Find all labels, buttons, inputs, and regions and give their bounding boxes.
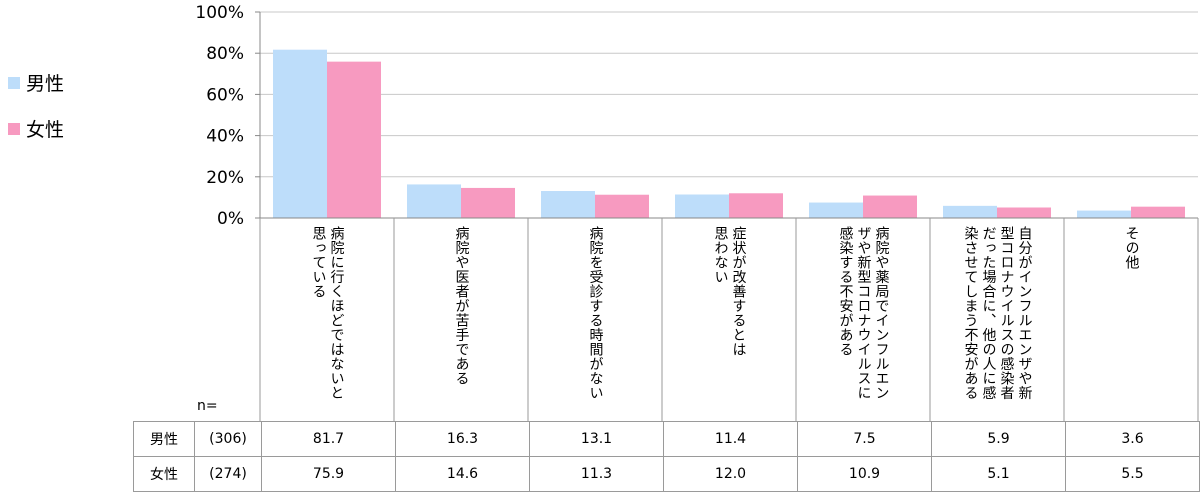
category-label-line: 染させてしまう不安がある xyxy=(962,226,979,400)
category-label-line: 思っている xyxy=(310,226,327,299)
legend-label-male: 男性 xyxy=(26,73,65,95)
bar-male xyxy=(943,205,997,218)
category-label-line: 型コロナウイルスの感染者 xyxy=(998,226,1015,400)
category-label-line: 病院や医者が苦手である xyxy=(453,226,470,386)
category-label-line: 病院や薬局でインフルエン xyxy=(873,226,890,400)
table-cell: 5.1 xyxy=(931,456,1066,492)
table-cell: 12.0 xyxy=(663,456,798,492)
bar-female xyxy=(863,195,917,218)
category-label-line: その他 xyxy=(1123,226,1140,270)
y-tick-label: 0% xyxy=(217,209,244,229)
legend-swatch-male xyxy=(8,76,20,89)
table-cell: 3.6 xyxy=(1065,421,1200,457)
bar-female xyxy=(595,194,649,218)
table-cell: 81.7 xyxy=(261,421,396,457)
table-row: 男性 (306) 81.7 16.3 13.1 11.4 7.5 5.9 3.6 xyxy=(133,421,1200,457)
data-table: 男性 (306) 81.7 16.3 13.1 11.4 7.5 5.9 3.6 女性 (274) 7… xyxy=(133,421,1200,492)
y-tick-label: 80% xyxy=(206,44,244,64)
bar-male xyxy=(675,194,729,218)
bar-male xyxy=(1077,210,1131,218)
category-label: 自分がインフルエンザや新 型コロナウイルスの感染者 だった場合に、他の人に感 染させて… xyxy=(930,226,1064,416)
bar-female xyxy=(461,187,515,218)
table-cell: 5.5 xyxy=(1065,456,1200,492)
bar-male xyxy=(407,184,461,218)
bars xyxy=(273,49,1185,219)
category-label: 病院を受診する時間がない xyxy=(528,226,662,416)
row-label: 男性 xyxy=(133,421,195,457)
category-label-line: 自分がインフルエンザや新 xyxy=(1016,226,1033,400)
bar-male xyxy=(273,49,327,218)
table-cell: 13.1 xyxy=(529,421,664,457)
category-label: 病院や医者が苦手である xyxy=(394,226,528,416)
table-cell: 5.9 xyxy=(931,421,1066,457)
legend-item-male: 男性 xyxy=(8,69,64,96)
legend-swatch-female xyxy=(8,122,20,135)
y-tick-label: 40% xyxy=(206,127,244,147)
bar-female xyxy=(327,61,381,219)
table-cell: 14.6 xyxy=(395,456,530,492)
y-tick-label: 100% xyxy=(195,3,244,23)
category-label-line: だった場合に、他の人に感 xyxy=(980,226,997,400)
bar-female xyxy=(729,193,783,218)
table-cell: 75.9 xyxy=(261,456,396,492)
bar-male xyxy=(541,191,595,218)
category-label-line: 病院に行くほどではないと xyxy=(328,226,345,400)
grid-lines xyxy=(260,11,1198,178)
row-label: 女性 xyxy=(133,456,195,492)
category-label-line: 感染する不安がある xyxy=(837,226,854,357)
y-tick-label: 20% xyxy=(206,168,244,188)
legend-item-female: 女性 xyxy=(8,115,64,142)
category-label: 病院に行くほどではないと 思っている xyxy=(260,226,394,416)
category-label-line: 症状が改善するとは xyxy=(730,226,747,357)
row-n: (274) xyxy=(194,456,262,492)
table-cell: 11.3 xyxy=(529,456,664,492)
category-label-line: 思わない xyxy=(712,226,729,284)
category-label: 症状が改善するとは 思わない xyxy=(662,226,796,416)
table-cell: 10.9 xyxy=(797,456,932,492)
y-tick-label: 60% xyxy=(206,85,244,105)
n-label: n= xyxy=(197,398,218,414)
bar-female xyxy=(1131,206,1185,218)
table-cell: 11.4 xyxy=(663,421,798,457)
category-label-line: 病院を受診する時間がない xyxy=(587,226,604,400)
table-cell: 16.3 xyxy=(395,421,530,457)
axes: 0% 20% 40% 60% 80% 100% xyxy=(195,3,1199,421)
category-label-line: ザや新型コロナウイルスに xyxy=(855,226,872,400)
bar-male xyxy=(809,202,863,218)
bar-female xyxy=(997,207,1051,218)
legend-label-female: 女性 xyxy=(26,119,65,141)
table-row: 女性 (274) 75.9 14.6 11.3 12.0 10.9 5.1 5.5 xyxy=(133,456,1200,492)
table-cell: 7.5 xyxy=(797,421,932,457)
row-n: (306) xyxy=(194,421,262,457)
category-label: その他 xyxy=(1064,226,1198,416)
category-label: 病院や薬局でインフルエン ザや新型コロナウイルスに 感染する不安がある xyxy=(796,226,930,416)
